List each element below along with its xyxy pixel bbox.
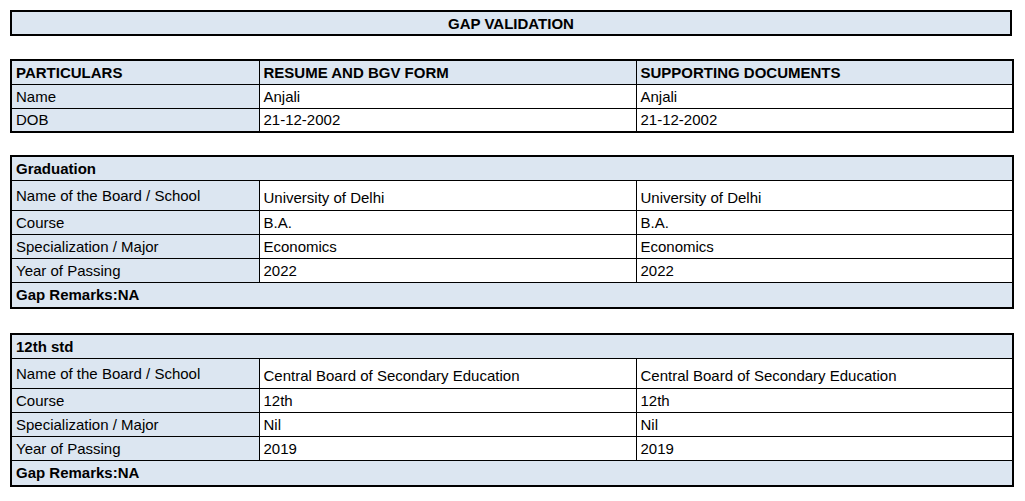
twelfth-course-label-cell: Course xyxy=(11,388,259,412)
twelfth-year-supporting-cell: 2019 xyxy=(636,436,1013,460)
graduation-board-resume-cell: University of Delhi xyxy=(259,180,636,210)
graduation-course-resume-cell: B.A. xyxy=(259,210,636,234)
twelfth-gap-remarks-row: Gap Remarks:NA xyxy=(11,460,1013,486)
twelfth-year-row: Year of Passing 2019 2019 xyxy=(11,436,1013,460)
twelfth-course-supporting-cell: 12th xyxy=(636,388,1013,412)
graduation-title-cell: Graduation xyxy=(11,156,1013,180)
graduation-year-resume-cell: 2022 xyxy=(259,258,636,282)
graduation-gap-remarks-row: Gap Remarks:NA xyxy=(11,282,1013,308)
graduation-specialization-label-cell: Specialization / Major xyxy=(11,234,259,258)
twelfth-board-resume-cell: Central Board of Secondary Education xyxy=(259,358,636,388)
dob-row: DOB 21-12-2002 21-12-2002 xyxy=(11,108,1013,132)
header-cell-supporting-docs: SUPPORTING DOCUMENTS xyxy=(636,60,1013,84)
twelfth-title-cell: 12th std xyxy=(11,334,1013,358)
twelfth-std-table: 12th std Name of the Board / School Cent… xyxy=(10,333,1014,487)
twelfth-board-row: Name of the Board / School Central Board… xyxy=(11,358,1013,388)
graduation-year-row: Year of Passing 2022 2022 xyxy=(11,258,1013,282)
twelfth-board-supporting-cell: Central Board of Secondary Education xyxy=(636,358,1013,388)
twelfth-specialization-supporting-cell: Nil xyxy=(636,412,1013,436)
twelfth-course-row: Course 12th 12th xyxy=(11,388,1013,412)
graduation-board-row: Name of the Board / School University of… xyxy=(11,180,1013,210)
header-cell-resume-bgv: RESUME AND BGV FORM xyxy=(259,60,636,84)
header-cell-particulars: PARTICULARS xyxy=(11,60,259,84)
twelfth-year-resume-cell: 2019 xyxy=(259,436,636,460)
gap-validation-sheet: GAP VALIDATION PARTICULARS RESUME AND BG… xyxy=(0,0,1025,501)
dob-label-cell: DOB xyxy=(11,108,259,132)
twelfth-gap-remarks-cell: Gap Remarks:NA xyxy=(11,460,1013,486)
dob-supporting-cell: 21-12-2002 xyxy=(636,108,1013,132)
graduation-board-label-cell: Name of the Board / School xyxy=(11,180,259,210)
graduation-course-supporting-cell: B.A. xyxy=(636,210,1013,234)
twelfth-specialization-row: Specialization / Major Nil Nil xyxy=(11,412,1013,436)
twelfth-board-label-cell: Name of the Board / School xyxy=(11,358,259,388)
name-label-cell: Name xyxy=(11,84,259,108)
twelfth-course-resume-cell: 12th xyxy=(259,388,636,412)
graduation-year-supporting-cell: 2022 xyxy=(636,258,1013,282)
name-resume-cell: Anjali xyxy=(259,84,636,108)
graduation-title-row: Graduation xyxy=(11,156,1013,180)
graduation-table: Graduation Name of the Board / School Un… xyxy=(10,155,1014,309)
twelfth-specialization-resume-cell: Nil xyxy=(259,412,636,436)
name-row: Name Anjali Anjali xyxy=(11,84,1013,108)
name-supporting-cell: Anjali xyxy=(636,84,1013,108)
dob-resume-cell: 21-12-2002 xyxy=(259,108,636,132)
graduation-course-row: Course B.A. B.A. xyxy=(11,210,1013,234)
page-title: GAP VALIDATION xyxy=(448,15,574,32)
twelfth-year-label-cell: Year of Passing xyxy=(11,436,259,460)
twelfth-title-row: 12th std xyxy=(11,334,1013,358)
graduation-specialization-row: Specialization / Major Economics Economi… xyxy=(11,234,1013,258)
graduation-year-label-cell: Year of Passing xyxy=(11,258,259,282)
particulars-table: PARTICULARS RESUME AND BGV FORM SUPPORTI… xyxy=(10,59,1014,133)
graduation-gap-remarks-cell: Gap Remarks:NA xyxy=(11,282,1013,308)
particulars-header-row: PARTICULARS RESUME AND BGV FORM SUPPORTI… xyxy=(11,60,1013,84)
twelfth-specialization-label-cell: Specialization / Major xyxy=(11,412,259,436)
graduation-course-label-cell: Course xyxy=(11,210,259,234)
graduation-board-supporting-cell: University of Delhi xyxy=(636,180,1013,210)
graduation-specialization-resume-cell: Economics xyxy=(259,234,636,258)
graduation-specialization-supporting-cell: Economics xyxy=(636,234,1013,258)
title-bar: GAP VALIDATION xyxy=(10,10,1012,36)
